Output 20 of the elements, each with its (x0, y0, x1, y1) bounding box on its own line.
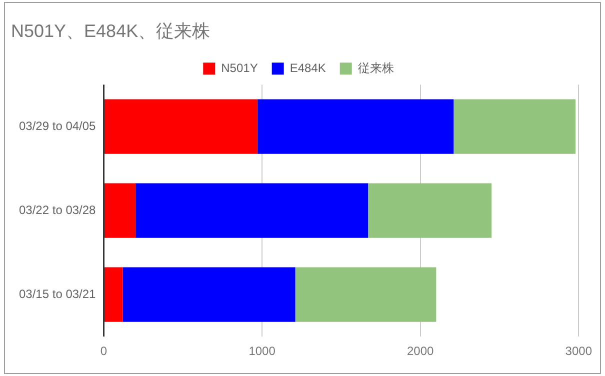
y-tick-label: 03/22 to 03/28 (19, 202, 96, 217)
chart-title: N501Y、E484K、従来株 (11, 20, 210, 41)
bar (104, 267, 123, 322)
x-tick-label: 3000 (565, 344, 592, 358)
bar (454, 99, 576, 154)
bar (368, 183, 492, 238)
y-tick-label: 03/29 to 04/05 (19, 118, 96, 133)
bar (104, 183, 136, 238)
x-tick-label: 2000 (406, 344, 434, 358)
bar (295, 267, 436, 322)
bar (122, 267, 296, 322)
bar (135, 183, 368, 238)
x-tick-label: 0 (100, 344, 108, 358)
bar (104, 99, 258, 154)
legend-label: 従来株 (358, 60, 394, 75)
legend-label: E484K (290, 60, 326, 75)
y-tick-label: 03/15 to 03/21 (19, 286, 96, 301)
legend-label: N501Y (221, 60, 258, 75)
x-tick-label: 1000 (248, 344, 276, 358)
bar (257, 99, 454, 154)
